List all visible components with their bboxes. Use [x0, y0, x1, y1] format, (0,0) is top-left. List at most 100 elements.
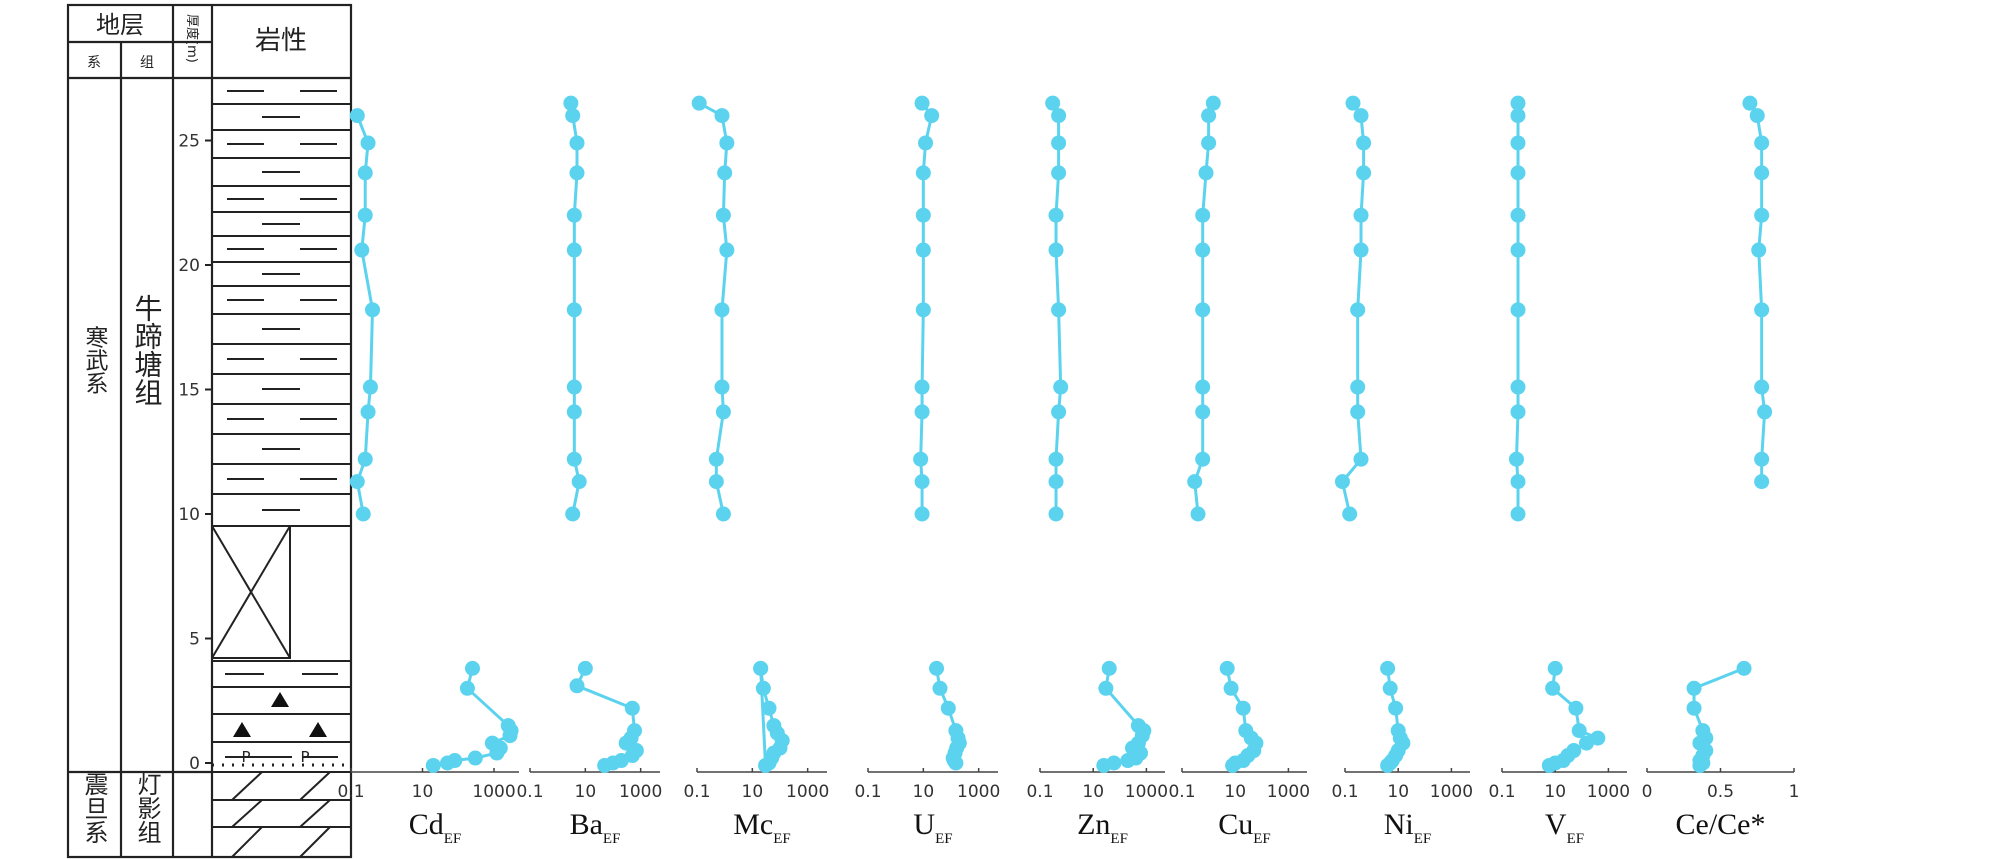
- data-point: [929, 660, 945, 676]
- data-point: [1195, 302, 1211, 318]
- data-point: [566, 207, 582, 223]
- data-point: [1754, 135, 1770, 151]
- data-point: [357, 207, 373, 223]
- data-point: [1742, 95, 1758, 111]
- data-point: [1048, 451, 1064, 467]
- data-point: [566, 451, 582, 467]
- x-tick-label: 10: [1082, 782, 1104, 802]
- data-point: [1751, 242, 1767, 258]
- depth-tick-label: 10: [178, 505, 200, 525]
- x-tick-label: 1000: [1587, 782, 1630, 802]
- data-point: [1345, 95, 1361, 111]
- data-point: [566, 302, 582, 318]
- data-point: [1190, 506, 1206, 522]
- x-tick-label: 10: [913, 782, 935, 802]
- upper-formation-label: 牛蹄塘组: [131, 294, 164, 406]
- data-point: [1510, 165, 1526, 181]
- data-point: [1754, 379, 1770, 395]
- data-point: [354, 242, 370, 258]
- data-point: [1045, 95, 1061, 111]
- data-point: [940, 700, 956, 716]
- upper-system-label: 寒武系: [81, 326, 109, 395]
- data-point: [1356, 135, 1372, 151]
- panel-ba: 0.1 10 1000 BaEF: [516, 95, 662, 847]
- data-point: [1510, 95, 1526, 111]
- data-point: [1334, 474, 1350, 490]
- data-point: [1545, 680, 1561, 696]
- x-axis-title: CuEF: [1218, 808, 1271, 847]
- data-point: [1754, 474, 1770, 490]
- data-point: [914, 404, 930, 420]
- data-point: [932, 680, 948, 696]
- data-point: [1380, 757, 1396, 773]
- data-point: [1201, 135, 1217, 151]
- data-point: [914, 506, 930, 522]
- x-tick-label: 0.1: [1331, 782, 1358, 802]
- data-point: [563, 95, 579, 111]
- shale-pattern-upper: [212, 77, 351, 511]
- data-point: [1547, 660, 1563, 676]
- data-point: [914, 474, 930, 490]
- lithology-column: [211, 77, 352, 858]
- data-point: [1350, 404, 1366, 420]
- data-point: [1510, 506, 1526, 522]
- x-tick-label: 0.1: [516, 782, 543, 802]
- data-point: [1510, 474, 1526, 490]
- data-point: [1235, 700, 1251, 716]
- no-core-box: [211, 525, 291, 659]
- data-point: [708, 474, 724, 490]
- x-tick-label: 1000: [957, 782, 1000, 802]
- data-point: [360, 404, 376, 420]
- depth-tick-label: 15: [178, 381, 200, 401]
- x-tick-label: 1000: [1267, 782, 1310, 802]
- depth-tick-label: 5: [189, 630, 200, 650]
- header-lithology: 岩性: [255, 26, 307, 56]
- x-tick-label: 1000: [1125, 782, 1168, 802]
- x-axis-title: UEF: [913, 808, 952, 847]
- data-point: [1353, 207, 1369, 223]
- x-tick-label: 0.1: [1488, 782, 1515, 802]
- panel-cu: 0.1 10 1000 CuEF: [1168, 95, 1310, 847]
- data-point: [1541, 757, 1557, 773]
- panel-ni: 0.1 10 1000 NiEF: [1331, 95, 1473, 847]
- phosphate-symbol: P: [241, 748, 250, 766]
- data-point: [1195, 207, 1211, 223]
- data-point: [714, 379, 730, 395]
- data-point: [1353, 108, 1369, 124]
- x-tick-label: 10: [575, 782, 597, 802]
- data-point: [566, 242, 582, 258]
- x-tick-label: 10: [742, 782, 764, 802]
- data-point: [1754, 302, 1770, 318]
- data-point: [1205, 95, 1221, 111]
- data-point: [1686, 700, 1702, 716]
- x-tick-label: 0.5: [1707, 782, 1734, 802]
- x-tick-label: 10: [1224, 782, 1246, 802]
- data-point: [566, 379, 582, 395]
- data-point: [459, 680, 475, 696]
- data-point: [1590, 730, 1606, 746]
- data-point: [349, 108, 365, 124]
- x-axis-title: NiEF: [1384, 808, 1432, 847]
- data-point: [1101, 660, 1117, 676]
- data-point: [1120, 753, 1136, 769]
- data-point: [1350, 302, 1366, 318]
- data-point: [1353, 242, 1369, 258]
- data-point: [1195, 451, 1211, 467]
- x-tick-label: 1000: [786, 782, 829, 802]
- header-strata: 地层: [96, 11, 144, 39]
- data-point: [464, 660, 480, 676]
- data-point: [1510, 135, 1526, 151]
- x-axis-title: ZnEF: [1077, 808, 1128, 847]
- data-point: [715, 207, 731, 223]
- data-point: [1510, 302, 1526, 318]
- data-point: [624, 700, 640, 716]
- stratigraphic-column: [66, 3, 353, 859]
- data-point: [1051, 165, 1067, 181]
- data-point: [715, 404, 731, 420]
- data-point: [357, 165, 373, 181]
- data-point: [761, 700, 777, 716]
- x-tick-label: 10: [1544, 782, 1566, 802]
